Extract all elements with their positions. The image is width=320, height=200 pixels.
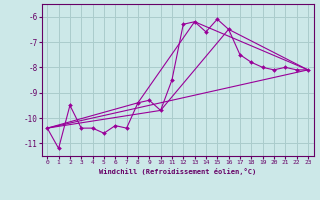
X-axis label: Windchill (Refroidissement éolien,°C): Windchill (Refroidissement éolien,°C) <box>99 168 256 175</box>
